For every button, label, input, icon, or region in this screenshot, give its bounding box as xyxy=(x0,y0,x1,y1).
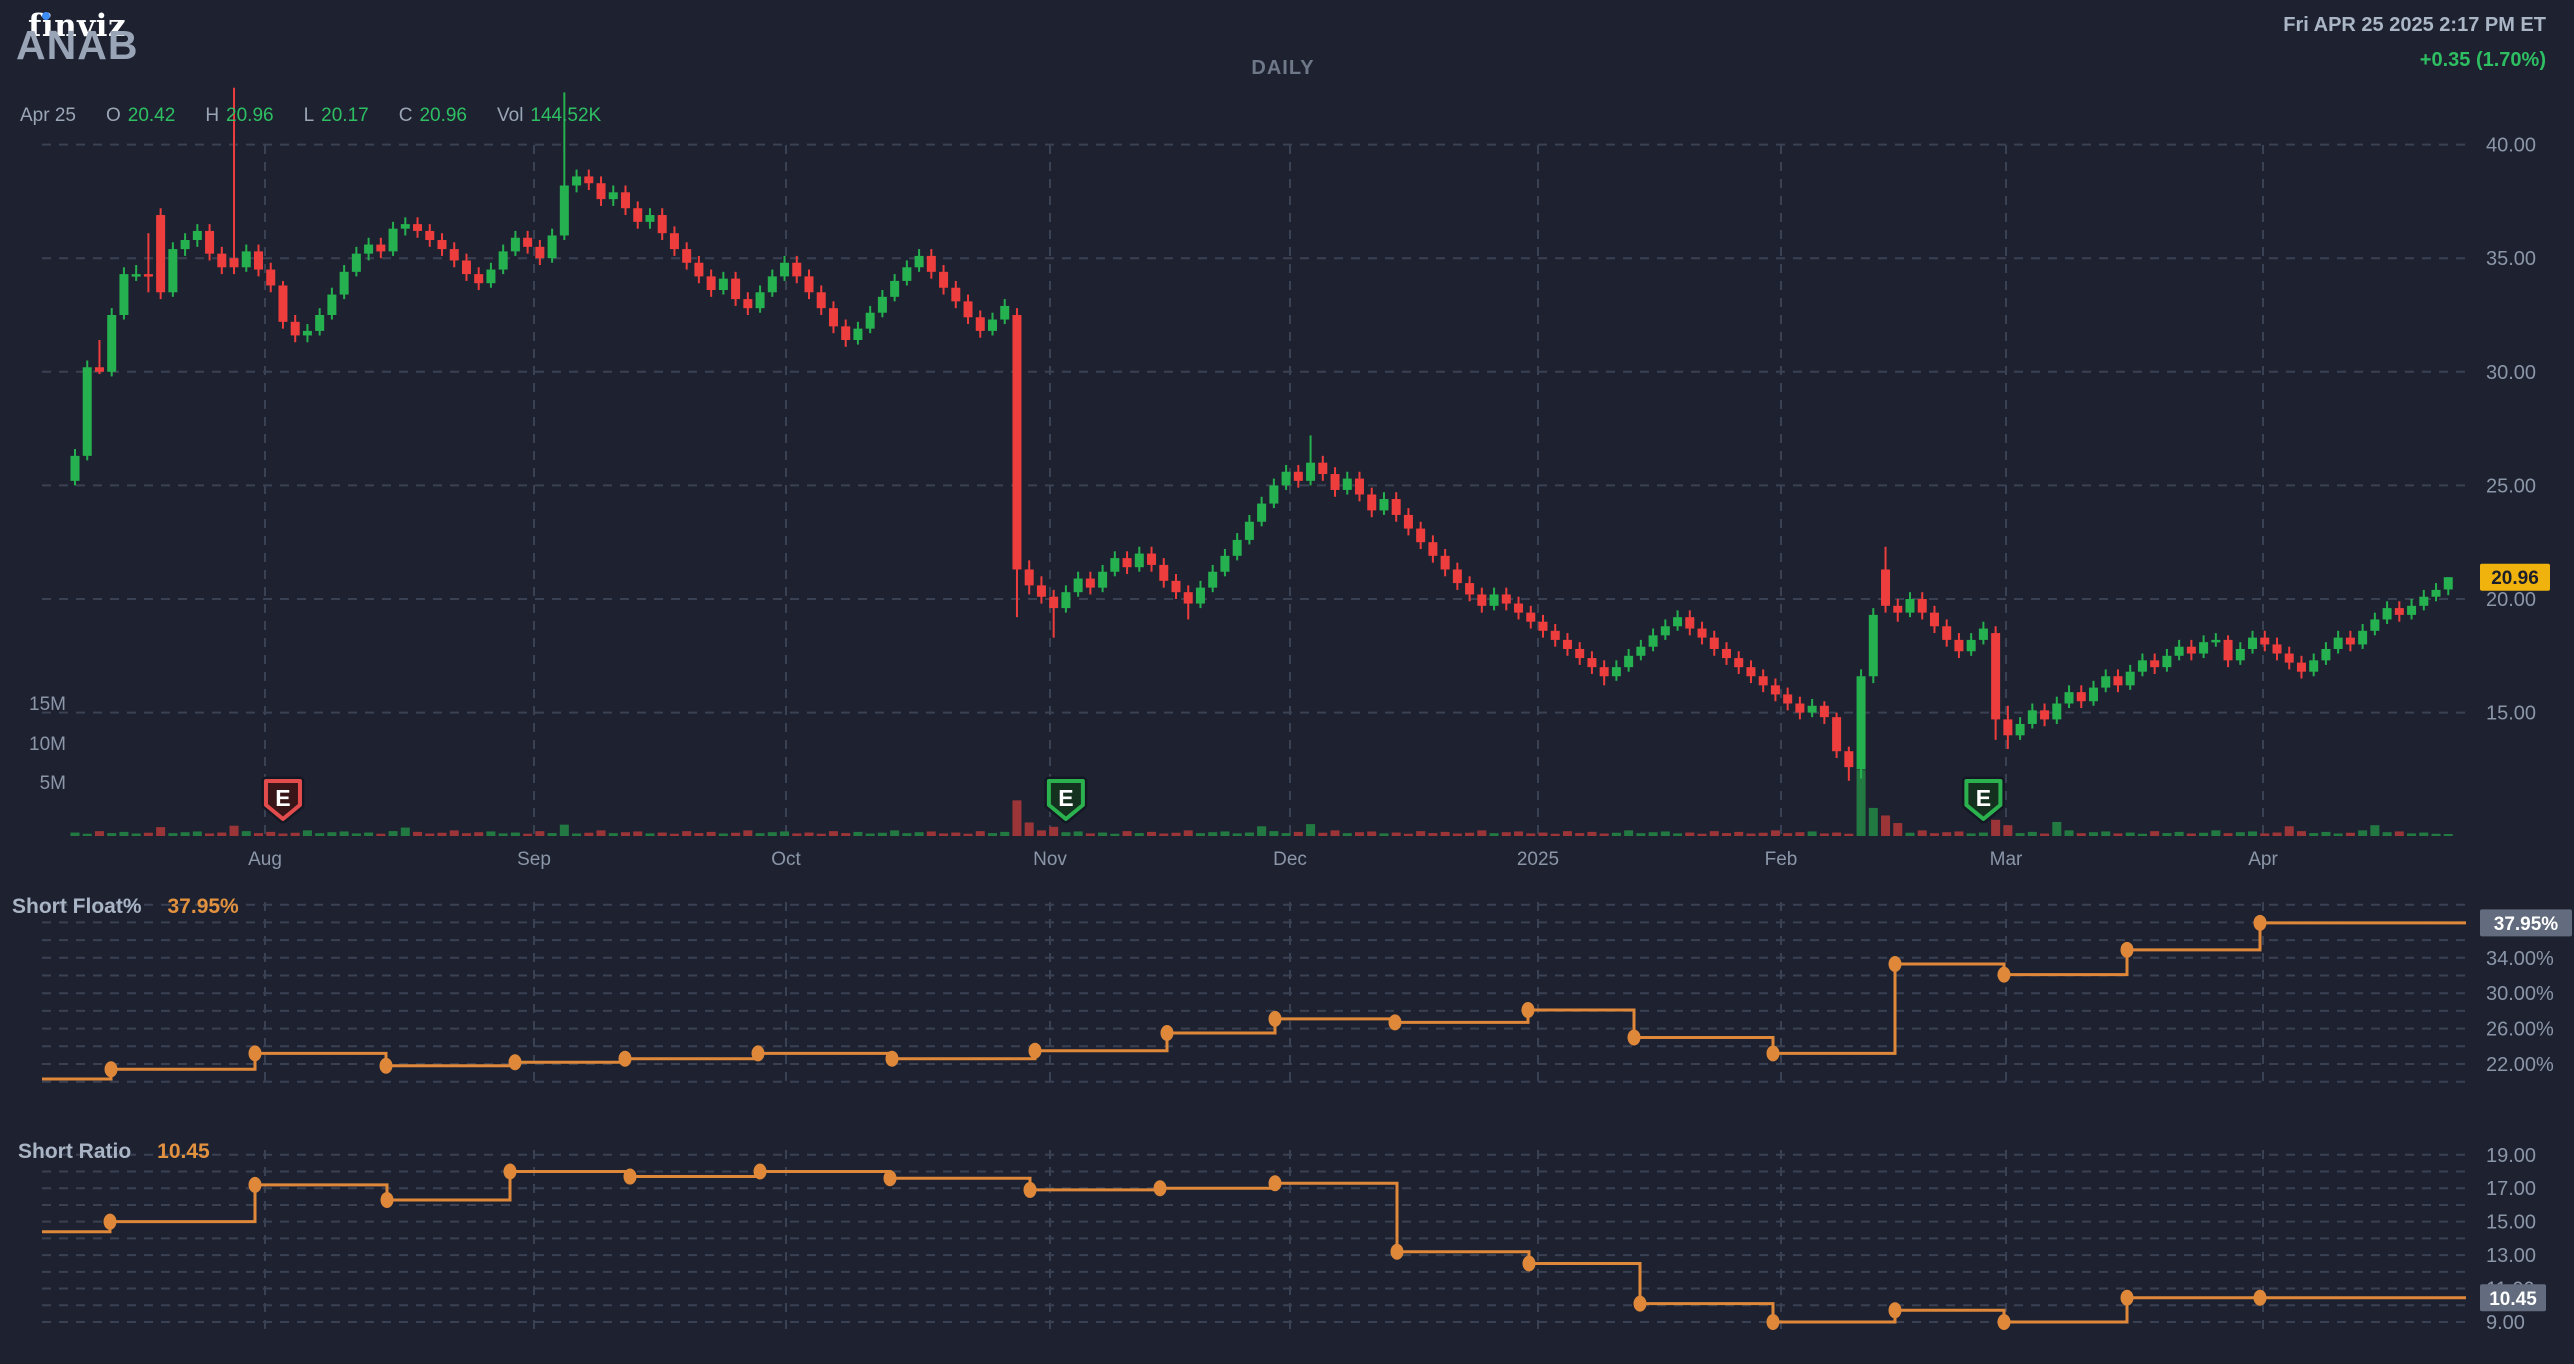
axis-labels: 40.00 35.00 30.00 25.00 20.00 15.00 15M 10M 5M Au… xyxy=(29,135,2554,1334)
svg-text:10.45: 10.45 xyxy=(2489,1289,2537,1310)
svg-text:20.00: 20.00 xyxy=(2486,589,2536,611)
ohlc-high: H 20.96 xyxy=(205,105,274,126)
ohlc-open: O 20.42 xyxy=(105,105,176,126)
short-ratio-header: Short Ratio 10.45 xyxy=(18,1140,210,1164)
svg-text:35.00: 35.00 xyxy=(2486,248,2536,270)
ticker-symbol: ANAB xyxy=(16,22,139,68)
short-ratio-tag: 10.45 xyxy=(2480,1284,2546,1312)
ohlc-date: Apr 25 xyxy=(20,105,76,126)
short-ratio-title: Short Ratio xyxy=(18,1140,132,1163)
timeframe-label: DAILY xyxy=(1251,57,1315,79)
svg-text:15.00: 15.00 xyxy=(2486,1212,2536,1234)
svg-text:15.00: 15.00 xyxy=(2486,703,2536,725)
short-float-line xyxy=(42,914,2466,1081)
datetime-label: Fri APR 25 2025 2:17 PM ET xyxy=(2283,14,2546,36)
svg-text:Aug: Aug xyxy=(248,849,282,870)
svg-text:19.00: 19.00 xyxy=(2486,1145,2536,1167)
volume-bars xyxy=(70,770,2453,836)
svg-text:17.00: 17.00 xyxy=(2486,1178,2536,1200)
svg-text:20.96: 20.96 xyxy=(2491,568,2539,589)
svg-text:Dec: Dec xyxy=(1273,849,1307,870)
svg-text:E: E xyxy=(1058,785,1073,811)
ohlc-low: L 20.17 xyxy=(303,105,369,126)
earnings-badge-icon[interactable]: E xyxy=(1044,776,1088,824)
svg-text:30.00%: 30.00% xyxy=(2486,983,2554,1005)
short-float-value: 37.95% xyxy=(167,895,239,918)
svg-text:9.00: 9.00 xyxy=(2486,1312,2525,1334)
svg-text:37.95%: 37.95% xyxy=(2494,914,2559,935)
short-float-header: Short Float% 37.95% xyxy=(12,895,239,919)
svg-text:E: E xyxy=(1976,785,1991,811)
svg-text:Sep: Sep xyxy=(517,849,551,870)
svg-text:25.00: 25.00 xyxy=(2486,475,2536,497)
short-ratio-value: 10.45 xyxy=(157,1140,210,1163)
price-change-label: +0.35 (1.70%) xyxy=(2419,49,2546,71)
svg-text:E: E xyxy=(275,785,290,811)
svg-text:Mar: Mar xyxy=(1990,849,2023,870)
svg-text:Feb: Feb xyxy=(1765,849,1798,870)
value-tags: 20.96 37.95% 10.45 xyxy=(2480,563,2572,1312)
svg-text:13.00: 13.00 xyxy=(2486,1245,2536,1267)
svg-text:15M: 15M xyxy=(29,694,66,715)
svg-text:Nov: Nov xyxy=(1033,849,1067,870)
gridlines xyxy=(42,143,2466,1332)
svg-text:10M: 10M xyxy=(29,734,66,755)
logo-i-dot xyxy=(42,12,50,20)
svg-text:Oct: Oct xyxy=(771,849,801,870)
svg-text:40.00: 40.00 xyxy=(2486,135,2536,157)
earnings-badge-icon[interactable]: E xyxy=(1961,776,2005,824)
short-float-title: Short Float% xyxy=(12,895,142,918)
earnings-badge-icon[interactable]: E xyxy=(261,776,305,824)
svg-text:30.00: 30.00 xyxy=(2486,362,2536,384)
finviz-logo[interactable]: finviz xyxy=(28,8,126,44)
svg-text:2025: 2025 xyxy=(1517,849,1559,870)
ohlc-volume: Vol 144.52K xyxy=(497,105,602,126)
ohlc-close: C 20.96 xyxy=(398,105,467,126)
svg-text:26.00%: 26.00% xyxy=(2486,1019,2554,1041)
svg-text:34.00%: 34.00% xyxy=(2486,948,2554,970)
svg-text:Apr: Apr xyxy=(2248,849,2278,870)
short-float-tag: 37.95% xyxy=(2480,909,2572,937)
svg-text:5M: 5M xyxy=(40,773,66,794)
ohlc-row: Apr 25 O 20.42 H 20.96 L 20.17 C 20.96 V… xyxy=(20,105,601,127)
svg-text:22.00%: 22.00% xyxy=(2486,1054,2554,1076)
candlesticks xyxy=(70,87,2453,781)
current-price-tag: 20.96 xyxy=(2480,563,2550,591)
short-ratio-line xyxy=(42,1163,2466,1330)
